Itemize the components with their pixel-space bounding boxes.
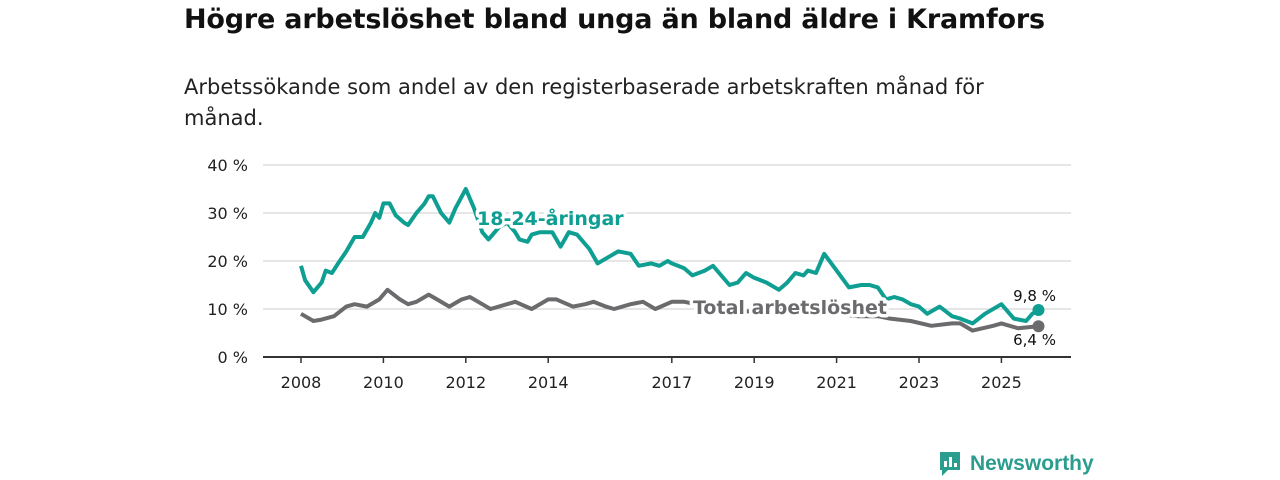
x-tick-label: 2021 (816, 373, 857, 392)
newsworthy-logo-icon (940, 452, 960, 476)
x-tick-label: 2010 (363, 373, 404, 392)
y-tick-label: 0 % (218, 348, 248, 367)
x-tick-label: 2012 (445, 373, 486, 392)
x-tick-label: 2019 (734, 373, 775, 392)
x-tick-label: 2014 (528, 373, 569, 392)
end-label-youth: 9,8 % (1013, 287, 1056, 305)
x-tick-label: 2017 (651, 373, 692, 392)
brand-logo: Newsworthy (938, 450, 1094, 478)
y-tick-label: 30 % (207, 204, 248, 223)
end-point (1032, 320, 1045, 333)
y-tick-label: 10 % (207, 300, 248, 319)
series-label-total: Total arbetslöshet (693, 297, 887, 319)
series-label-youth: 18-24-åringar (477, 206, 624, 230)
brand-name: Newsworthy (970, 452, 1094, 475)
end-point (1032, 303, 1045, 316)
x-tick-label: 2023 (899, 373, 940, 392)
x-tick-label: 2025 (981, 373, 1022, 392)
chart-title: Högre arbetslöshet bland unga än bland ä… (184, 4, 1045, 35)
series-line-youth (299, 187, 1040, 326)
end-label-total: 6,4 % (1013, 331, 1056, 349)
y-tick-label: 40 % (207, 156, 248, 175)
chart-subtitle: Arbetssökande som andel av den registerb… (184, 75, 984, 130)
y-tick-label: 20 % (207, 252, 248, 271)
x-tick-label: 2008 (281, 373, 322, 392)
series-line-total (299, 287, 1039, 333)
